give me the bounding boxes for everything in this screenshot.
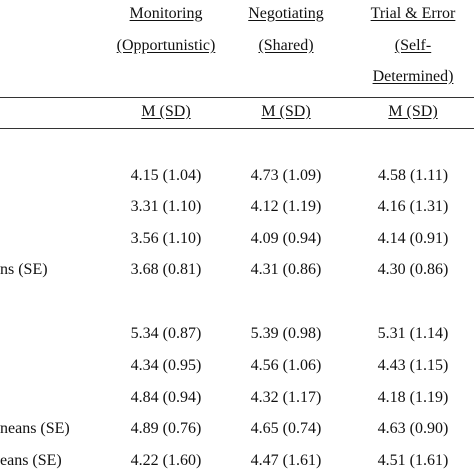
cell-negotiating: 4.12 (1.19)	[250, 198, 322, 215]
cell-monitoring: 4.34 (0.95)	[130, 357, 202, 374]
column-header-trial-error-line3: Determined)	[372, 68, 454, 85]
cell-negotiating: 4.32 (1.17)	[250, 389, 322, 406]
cell-monitoring: 4.89 (0.76)	[130, 420, 202, 437]
column-header-negotiating-line2: (Shared)	[258, 37, 314, 54]
cell-trial-error: 4.30 (0.86)	[377, 261, 449, 278]
cell-negotiating: 4.73 (1.09)	[250, 167, 322, 184]
cell-trial-error: 4.18 (1.19)	[377, 389, 449, 406]
cell-monitoring: 4.15 (1.04)	[130, 167, 202, 184]
subheader-monitoring: M (SD)	[141, 103, 191, 120]
cell-monitoring: 4.22 (1.60)	[130, 452, 202, 469]
subheader-negotiating: M (SD)	[261, 103, 311, 120]
row-label: eans (SE)	[0, 452, 62, 469]
column-header-monitoring-line1: Monitoring	[129, 5, 203, 22]
subheader-rule	[0, 128, 474, 129]
cell-monitoring: 3.56 (1.10)	[130, 230, 202, 247]
cell-trial-error: 4.58 (1.11)	[377, 167, 449, 184]
row-label: neans (SE)	[0, 420, 70, 437]
cell-trial-error: 4.14 (0.91)	[377, 230, 449, 247]
cell-monitoring: 4.84 (0.94)	[130, 389, 202, 406]
row-label: ns (SE)	[0, 261, 48, 278]
cell-negotiating: 5.39 (0.98)	[250, 325, 322, 342]
column-header-negotiating-line1: Negotiating	[248, 5, 324, 22]
subheader-trial-error: M (SD)	[388, 103, 438, 120]
cell-monitoring: 3.31 (1.10)	[130, 198, 202, 215]
column-header-trial-error-line1: Trial & Error	[370, 5, 456, 22]
cell-negotiating: 4.47 (1.61)	[250, 452, 322, 469]
cell-trial-error: 5.31 (1.14)	[377, 325, 449, 342]
cell-monitoring: 5.34 (0.87)	[130, 325, 202, 342]
cell-trial-error: 4.43 (1.15)	[377, 357, 449, 374]
cell-monitoring: 3.68 (0.81)	[130, 261, 202, 278]
cell-negotiating: 4.56 (1.06)	[250, 357, 322, 374]
column-header-trial-error-line2: (Self-	[394, 37, 432, 54]
column-header-monitoring-line2: (Opportunistic)	[116, 37, 216, 54]
cell-negotiating: 4.65 (0.74)	[250, 420, 322, 437]
cell-negotiating: 4.31 (0.86)	[250, 261, 322, 278]
cell-trial-error: 4.63 (0.90)	[377, 420, 449, 437]
header-rule	[0, 97, 474, 98]
cell-negotiating: 4.09 (0.94)	[250, 230, 322, 247]
cell-trial-error: 4.51 (1.61)	[377, 452, 449, 469]
cell-trial-error: 4.16 (1.31)	[377, 198, 449, 215]
